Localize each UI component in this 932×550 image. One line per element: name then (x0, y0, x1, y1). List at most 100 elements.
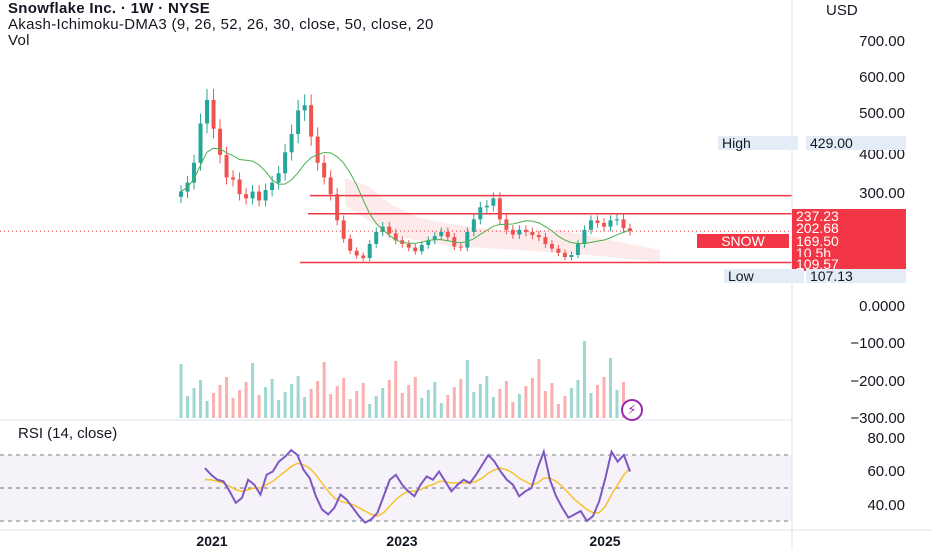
volume-bar (257, 395, 261, 418)
flash-event-icon[interactable]: ⚡ (621, 399, 643, 421)
rsi-legend[interactable]: RSI (14, close) (18, 425, 118, 442)
volume-bar (491, 397, 495, 418)
volume-bar (511, 402, 515, 418)
volume-bar (192, 388, 196, 418)
candle-body (471, 219, 476, 232)
low-label: Low (724, 269, 804, 283)
price-axis-tick-label: −300.00 (850, 410, 905, 427)
price-axis-tick-label: 700.00 (859, 33, 905, 50)
ichimoku-cloud (345, 178, 660, 262)
volume-bar (387, 380, 391, 418)
volume-bar (485, 376, 489, 418)
rsi-axis-tick-label: 40.00 (867, 497, 905, 514)
level-2-price-tag: 202.68 (792, 221, 906, 235)
level-3-price-tag: 109.57 (792, 257, 906, 271)
price-axis-tick-label: 600.00 (859, 69, 905, 86)
volume-bar (602, 377, 606, 418)
candle-body (348, 238, 353, 251)
currency-label[interactable]: USD (826, 2, 858, 19)
candle-body (393, 233, 398, 241)
high-label: High (718, 136, 798, 150)
volume-bar (439, 403, 443, 418)
indicator-legend[interactable]: Akash-Ichimoku-DMA3 (9, 26, 52, 26, 30, … (8, 16, 434, 33)
candle-body (361, 255, 366, 259)
volume-bar (283, 392, 287, 418)
volume-bar (426, 390, 430, 418)
candle-body (374, 231, 379, 244)
candle-body (608, 220, 613, 227)
candle-body (244, 194, 249, 199)
volume-bar (244, 382, 248, 418)
candle-body (517, 229, 522, 235)
price-axis-tick-label: 500.00 (859, 105, 905, 122)
candle-body (536, 235, 541, 238)
symbol-tag[interactable]: SNOW (697, 234, 789, 248)
candle-body (192, 162, 197, 183)
volume-bar (589, 393, 593, 418)
candle-body (523, 229, 528, 232)
volume-bar (569, 388, 573, 418)
price-axis-tick-label: 400.00 (859, 146, 905, 163)
volume-bar (621, 382, 625, 418)
volume-bar (595, 385, 599, 418)
volume-bar (251, 363, 255, 418)
candle-body (198, 123, 203, 163)
candle-body (354, 250, 359, 256)
volume-bar (329, 394, 333, 418)
time-axis-tick-label: 2023 (386, 533, 417, 549)
volume-bar (556, 404, 560, 418)
candle-body (419, 244, 424, 252)
low-price-tag: 107.13 (806, 269, 906, 283)
volume-bar (563, 396, 567, 418)
candle-body (458, 246, 463, 248)
candle-body (211, 99, 216, 129)
volume-bar (205, 401, 209, 418)
volume-legend[interactable]: Vol (8, 32, 30, 49)
candle-body (588, 220, 593, 230)
candle-body (309, 105, 314, 137)
volume-bar (270, 379, 274, 418)
volume-bar (543, 391, 547, 418)
volume-bar (472, 392, 476, 418)
price-axis-tick-label: −100.00 (850, 335, 905, 352)
candle-body (237, 179, 242, 195)
volume-bar (303, 397, 307, 418)
candle-body (289, 133, 294, 153)
volume-bar (355, 391, 359, 418)
high-price-tag: 429.00 (806, 136, 906, 150)
candle-body (218, 128, 223, 155)
rsi-axis-tick-label: 60.00 (867, 463, 905, 480)
volume-bar (361, 383, 365, 418)
candle-body (439, 231, 444, 237)
price-axis-tick-label: −200.00 (850, 373, 905, 390)
volume-bar (530, 378, 534, 418)
volume-bar (322, 362, 326, 418)
candle-body (445, 231, 450, 238)
candle-body (614, 219, 619, 221)
candle-body (322, 162, 327, 178)
candle-body (276, 173, 281, 183)
candle-body (367, 243, 372, 259)
candle-body (387, 226, 392, 234)
volume-bar (413, 377, 417, 418)
candle-body (270, 182, 275, 191)
volume-bar (218, 385, 222, 418)
candle-body (562, 252, 567, 258)
candle-body (231, 177, 236, 180)
candle-body (426, 240, 431, 245)
volume-bar (199, 380, 203, 418)
candle-body (263, 190, 268, 201)
volume-bar (179, 364, 183, 418)
candle-body (543, 237, 548, 244)
candle-body (283, 152, 288, 174)
rsi-line (204, 448, 631, 524)
candle-body (510, 229, 515, 235)
volume-bar (465, 360, 469, 418)
candle-body (341, 220, 346, 239)
countdown-tag: 10 5h (792, 246, 906, 260)
candle-body (478, 207, 483, 220)
candle-body (465, 231, 470, 248)
volume-bar (452, 387, 456, 418)
candle-body (406, 243, 411, 248)
